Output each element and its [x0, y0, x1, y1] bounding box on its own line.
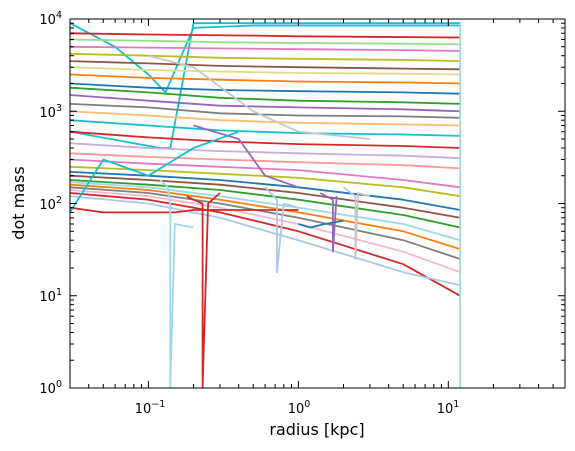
- series-line-3: [70, 38, 461, 46]
- series-line-27: [70, 192, 461, 297]
- series-line-17: [70, 152, 461, 170]
- x-tick-label-2: 101: [437, 399, 460, 417]
- series-line-20: [70, 171, 461, 211]
- series-line-2: [70, 32, 461, 39]
- series-line-19: [70, 165, 461, 198]
- series-line-29: [70, 206, 299, 214]
- series-line-13: [70, 110, 461, 127]
- series-line-7: [70, 66, 461, 76]
- series-line-34: [319, 192, 338, 253]
- series-line-37: [148, 54, 370, 140]
- y-tick-label-4: 104: [39, 10, 62, 28]
- series-line-36: [298, 219, 344, 229]
- y-tick-label-2: 102: [39, 195, 62, 213]
- series-line-28: [70, 195, 461, 287]
- series-line-35: [264, 186, 299, 274]
- series-line-14: [70, 119, 461, 137]
- series-line-8: [70, 73, 461, 85]
- x-tick-label-0: 10−1: [135, 399, 166, 417]
- tick-layer: [69, 18, 566, 389]
- series-line-22: [70, 179, 461, 229]
- series-line-21: [70, 174, 461, 219]
- series-line-9: [70, 82, 461, 95]
- series-line-24: [70, 183, 461, 250]
- series-line-4: [70, 45, 461, 52]
- series-line-39: [70, 130, 240, 213]
- series-line-26: [70, 189, 461, 274]
- series-line-6: [70, 60, 461, 71]
- series-line-31: [159, 179, 194, 388]
- series-line-0: [70, 22, 461, 94]
- series-layer: [70, 22, 462, 388]
- series-line-33: [342, 186, 371, 260]
- y-tick-label-1: 101: [39, 287, 62, 305]
- series-line-10: [70, 86, 461, 105]
- series-line-5: [70, 52, 461, 62]
- y-axis-label: dot mass: [9, 166, 28, 239]
- series-line-15: [70, 130, 461, 149]
- y-tick-label-3: 103: [39, 103, 62, 121]
- series-line-11: [70, 94, 461, 113]
- y-tick-label-0: 100: [39, 379, 62, 397]
- series-line-23: [70, 181, 461, 242]
- series-line-38: [193, 124, 299, 189]
- x-axis-label: radius [kpc]: [269, 420, 364, 439]
- series-line-30: [186, 192, 221, 388]
- x-tick-label-1: 100: [288, 399, 311, 417]
- series-line-16: [70, 142, 461, 160]
